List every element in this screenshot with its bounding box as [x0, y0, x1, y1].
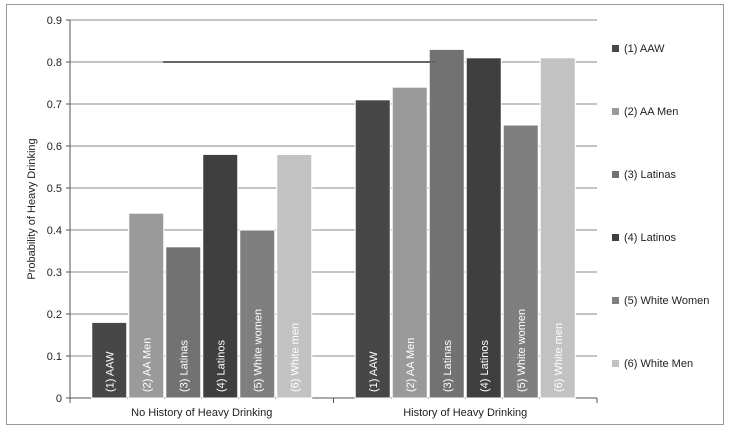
legend-swatch [612, 297, 619, 304]
bar [539, 57, 576, 399]
bar-label: (6) White men [553, 323, 565, 392]
y-tick-label: 0.8 [47, 57, 62, 69]
bar [391, 86, 428, 399]
y-tick-label: 0.6 [47, 141, 62, 153]
bar-label: (5) White women [252, 309, 264, 392]
legend-swatch [612, 234, 619, 241]
y-tick-label: 0.5 [47, 183, 62, 195]
bar [91, 321, 128, 399]
legend-swatch [612, 360, 619, 367]
legend-label: (5) White Women [624, 295, 709, 307]
y-tick-label: 0.4 [47, 225, 62, 237]
bar [165, 246, 202, 399]
bar-label: (4) Latinos [215, 340, 227, 392]
legend-label: (1) AAW [624, 43, 665, 55]
y-tick-label: 0.9 [47, 15, 62, 27]
bar [128, 212, 165, 399]
x-category-label: History of Heavy Drinking [403, 407, 527, 419]
bar [202, 153, 239, 399]
legend-label: (3) Latinas [624, 169, 676, 181]
legend-label: (2) AA Men [624, 106, 678, 118]
chart-frame [6, 4, 724, 425]
bar-label: (1) AAW [368, 351, 380, 392]
bar [239, 229, 276, 399]
y-tick-label: 0.3 [47, 267, 62, 279]
bar [276, 153, 313, 399]
bar-label: (2) AA Men [405, 338, 417, 392]
bar [354, 99, 391, 399]
x-category-label: No History of Heavy Drinking [131, 407, 272, 419]
bar-label: (1) AAW [104, 351, 116, 392]
bar [428, 48, 465, 399]
bar-label: (4) Latinos [479, 340, 491, 392]
legend-label: (6) White Men [624, 358, 693, 370]
bar-label: (3) Latinas [178, 340, 190, 392]
bar-label: (6) White men [289, 323, 301, 392]
legend-swatch [612, 171, 619, 178]
bar-label: (3) Latinas [442, 340, 454, 392]
y-tick-label: 0.7 [47, 99, 62, 111]
y-tick-label: 0.2 [47, 309, 62, 321]
y-tick-label: 0 [56, 393, 62, 405]
y-axis-title: Probability of Heavy Drinking [26, 138, 38, 279]
y-tick-label: 0.1 [47, 351, 62, 363]
bar [465, 57, 502, 399]
legend-swatch [612, 108, 619, 115]
bar-label: (2) AA Men [141, 338, 153, 392]
legend-label: (4) Latinos [624, 232, 676, 244]
bar [502, 124, 539, 399]
bar-label: (5) White women [516, 309, 528, 392]
legend-swatch [612, 45, 619, 52]
